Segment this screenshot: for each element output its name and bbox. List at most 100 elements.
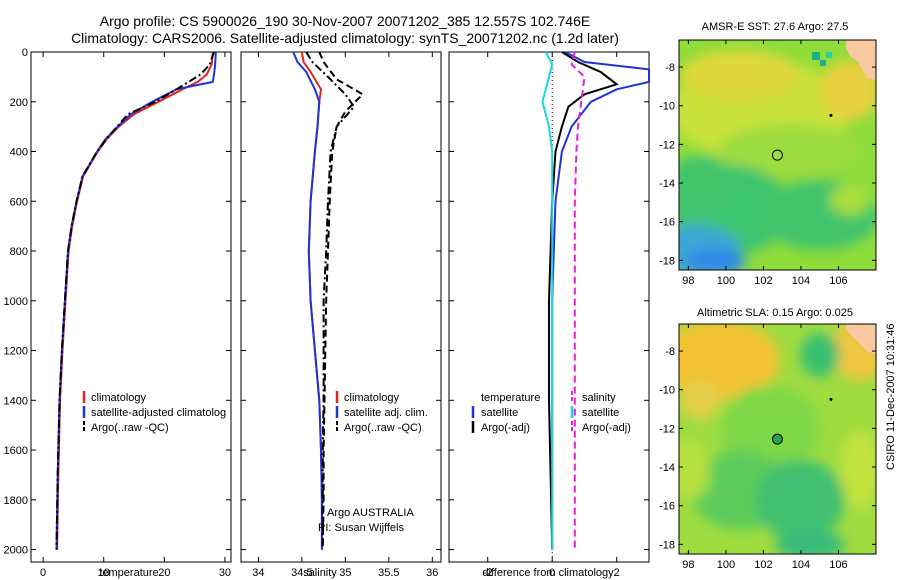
y-tick-label: -16 — [659, 217, 675, 229]
land-mass — [846, 324, 876, 354]
legend-argo-label: Argo(..raw -QC) — [91, 422, 169, 434]
legend-temp-satellite-label: satellite — [481, 407, 518, 419]
x-tick-label: 102 — [754, 275, 772, 287]
difference-xlabel: difference from climatology — [482, 567, 614, 579]
sla-map-axes: 98 100 102 104 106 -8 -10 -12 -14 -16 -18 — [659, 324, 876, 571]
difference-legend: temperature satellite Argo(-adj) salinit… — [471, 391, 631, 434]
legend-satellite-label: satellite-adjusted climatolog — [91, 407, 226, 419]
series-line — [548, 51, 619, 550]
salinity-panel-frame — [240, 51, 442, 563]
salinity-annotation-line1: Argo AUSTRALIA — [327, 507, 414, 519]
series-line — [551, 51, 650, 550]
legend-satellite-label: satellite adj. clim. — [344, 407, 428, 419]
y-tick-label: -8 — [665, 346, 675, 358]
sst-map-title: AMSR-E SST: 27.6 Argo: 27.5 — [702, 21, 849, 33]
y-tick-label: -10 — [659, 101, 675, 113]
sla-map-frame — [678, 323, 877, 555]
temperature-xlabel: temperature — [99, 567, 158, 579]
x-tick-label: 36 — [426, 567, 438, 579]
temperature-plot: 0 10 20 30 0 200 400 600 800 1000 1200 1400 1600 1800… — [4, 47, 232, 579]
island-marker — [829, 113, 833, 117]
x-tick-label: 30 — [219, 567, 231, 579]
y-tick-label: 800 — [10, 246, 28, 258]
temperature-panel-frame — [30, 51, 232, 563]
series-line — [55, 51, 215, 550]
series-line — [305, 51, 356, 550]
y-tick-label: -10 — [659, 385, 675, 397]
difference-plot: -2 0 2 — [449, 51, 650, 579]
legend-temperature-title: temperature — [481, 392, 540, 404]
sst-map-field — [679, 40, 876, 270]
series-line — [300, 51, 323, 550]
x-tick-label: 0 — [549, 567, 555, 579]
y-tick-label: 1000 — [4, 296, 28, 308]
y-tick-label: 600 — [10, 196, 28, 208]
sla-map-field — [679, 324, 876, 554]
argo-position-marker — [771, 149, 783, 161]
legend-sal-satellite-label: satellite — [582, 407, 619, 419]
sst-map-frame — [678, 39, 877, 271]
temperature-legend: climatology satellite-adjusted climatolo… — [82, 391, 226, 434]
x-tick-label: 98 — [682, 275, 694, 287]
series-line — [55, 51, 217, 550]
y-tick-label: -14 — [659, 462, 675, 474]
y-tick-label: -14 — [659, 178, 675, 190]
y-tick-label: 1800 — [4, 495, 28, 507]
legend-temp-argo-label: Argo(-adj) — [481, 422, 530, 434]
y-tick-label: 200 — [10, 97, 28, 109]
series-line — [292, 51, 323, 550]
x-tick-label: -2 — [483, 567, 493, 579]
series-line — [56, 51, 214, 550]
y-tick-label: -12 — [659, 423, 675, 435]
land-mass — [846, 40, 876, 80]
x-tick-label: 2 — [614, 567, 620, 579]
figure-title-line1: Argo profile: CS 5900026_190 30-Nov-2007… — [100, 13, 590, 29]
x-tick-label: 102 — [754, 559, 772, 571]
legend-climatology-label: climatology — [91, 392, 147, 404]
series-line — [318, 51, 365, 550]
island-marker — [829, 397, 833, 401]
x-tick-label: 35 — [339, 567, 351, 579]
x-tick-label: 106 — [829, 275, 847, 287]
y-tick-label: 400 — [10, 147, 28, 159]
y-tick-label: -16 — [659, 501, 675, 513]
salinity-legend: climatology satellite adj. clim. Argo(..… — [335, 391, 428, 434]
y-tick-label: -12 — [659, 139, 675, 151]
x-tick-label: 10 — [98, 567, 110, 579]
x-tick-label: 35.5 — [378, 567, 399, 579]
legend-sal-argo-label: Argo(-adj) — [582, 422, 631, 434]
y-tick-label: 1400 — [4, 395, 28, 407]
side-stamp: CSIRO 11-Dec-2007 10:31:46 — [885, 323, 897, 470]
sst-map-axes: 98 100 102 104 106 -8 -10 -12 -14 -16 -18 — [659, 40, 876, 287]
x-tick-label: 104 — [792, 559, 810, 571]
salinity-xlabel: salinity — [303, 567, 337, 579]
series-line — [570, 51, 586, 550]
y-tick-label: -18 — [659, 255, 675, 267]
y-tick-label: 2000 — [4, 545, 28, 557]
x-tick-label: 0 — [40, 567, 46, 579]
x-tick-label: 104 — [792, 275, 810, 287]
x-tick-label: 34.5 — [291, 567, 312, 579]
salinity-annotation-line2: PI: Susan Wijffels — [318, 522, 404, 534]
legend-climatology-label: climatology — [344, 392, 400, 404]
argo-position-marker — [771, 433, 783, 445]
sla-map-title: Altimetric SLA: 0.15 Argo: 0.025 — [697, 307, 853, 319]
y-tick-label: 1600 — [4, 445, 28, 457]
figure-title-line2: Climatology: CARS2006. Satellite-adjuste… — [71, 30, 619, 46]
legend-argo-label: Argo(..raw -QC) — [344, 422, 422, 434]
y-tick-label: -18 — [659, 539, 675, 551]
y-tick-label: 0 — [22, 47, 28, 59]
y-tick-label: -8 — [665, 62, 675, 74]
y-tick-label: 1200 — [4, 346, 28, 358]
x-tick-label: 34 — [252, 567, 264, 579]
x-tick-label: 98 — [682, 559, 694, 571]
x-tick-label: 100 — [717, 275, 735, 287]
series-line — [541, 51, 554, 550]
difference-panel-frame — [448, 51, 650, 563]
salinity-plot: 34 34.5 35 35.5 36 — [241, 51, 441, 579]
x-tick-label: 106 — [829, 559, 847, 571]
legend-salinity-title: salinity — [582, 392, 616, 404]
x-tick-label: 100 — [717, 559, 735, 571]
x-tick-label: 20 — [158, 567, 170, 579]
